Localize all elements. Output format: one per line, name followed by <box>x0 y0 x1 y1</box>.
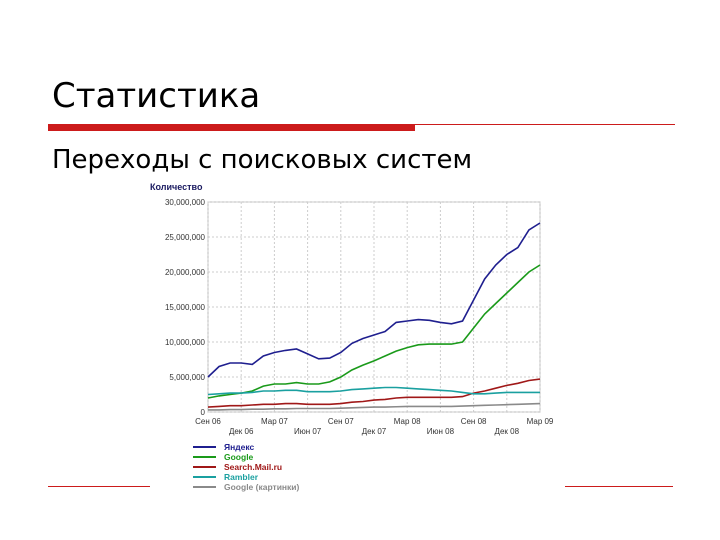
y-tick-label: 20,000,000 <box>165 268 206 277</box>
x-tick-label: Мар 09 <box>527 417 554 426</box>
x-tick-label: Сен 07 <box>328 417 354 426</box>
bottom-right-rule <box>565 486 673 487</box>
x-tick-label: Сен 06 <box>195 417 221 426</box>
x-tick-label: Мар 07 <box>261 417 288 426</box>
y-tick-label: 30,000,000 <box>165 198 206 207</box>
series-line-Search.Mail.ru <box>207 378 541 408</box>
y-axis-ticks: 0 5,000,000 10,000,000 15,000,000 20,000,000… <box>165 198 206 417</box>
series-line-Rambler <box>207 386 540 396</box>
y-tick-label: 15,000,000 <box>165 303 206 312</box>
y-axis-label: Количество <box>150 182 203 192</box>
title-underline-bar <box>48 124 415 131</box>
x-axis-ticks: Сен 06 Дек 06 Мар 07 Июн 07 Сен 07 Дек 07 Мар … <box>195 417 554 436</box>
x-tick-label: Дек 06 <box>229 427 254 436</box>
x-tick-label: Мар 08 <box>394 417 421 426</box>
bottom-left-rule <box>48 486 150 487</box>
y-tick-label: 0 <box>201 408 206 417</box>
series-line-Google <box>207 264 541 399</box>
slide-title: Статистика <box>52 76 261 116</box>
traffic-chart: Количество 0 5,000,000 10,000,000 15,000,00… <box>140 178 570 498</box>
chart-series-lines <box>207 222 541 411</box>
chart-grid <box>207 201 541 413</box>
y-tick-label: 10,000,000 <box>165 338 206 347</box>
x-tick-label: Дек 07 <box>362 427 387 436</box>
chart-svg: Количество 0 5,000,000 10,000,000 15,000,00… <box>150 182 554 492</box>
x-tick-label: Дек 08 <box>495 427 520 436</box>
series-line-Google (картинки) <box>208 402 541 411</box>
slide-subtitle: Переходы с поисковых систем <box>52 145 473 175</box>
legend-label: Google <box>224 452 254 462</box>
legend-label: Google (картинки) <box>224 482 300 492</box>
x-tick-label: Сен 08 <box>461 417 487 426</box>
series-line-Яндекс <box>207 222 541 378</box>
legend-label: Яндекс <box>224 442 255 452</box>
x-tick-label: Июн 07 <box>294 427 322 436</box>
y-tick-label: 25,000,000 <box>165 233 206 242</box>
legend-label: Rambler <box>224 472 259 482</box>
x-tick-label: Июн 08 <box>427 427 455 436</box>
chart-legend: ЯндексGoogleSearch.Mail.ruRamblerGoogle … <box>193 442 300 492</box>
y-tick-label: 5,000,000 <box>169 373 205 382</box>
title-underline-line <box>415 124 675 125</box>
legend-label: Search.Mail.ru <box>224 462 282 472</box>
